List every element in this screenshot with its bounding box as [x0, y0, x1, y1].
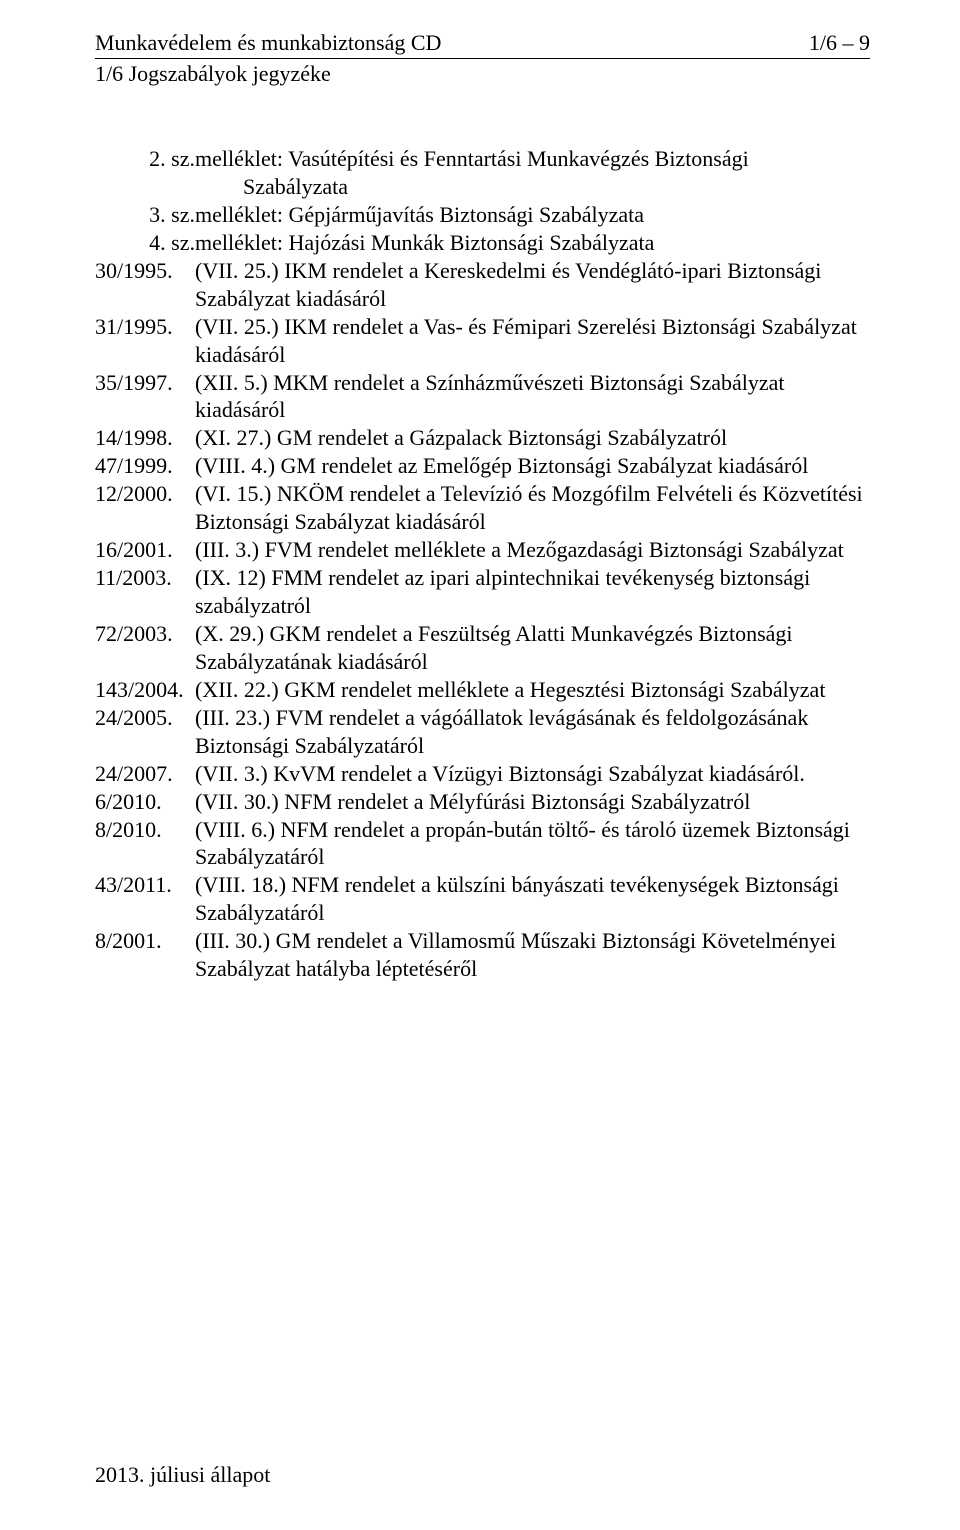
- entry-ref: 16/2001.: [95, 536, 195, 564]
- appendix-num: 2. sz.: [95, 145, 195, 201]
- entry-ref: 24/2007.: [95, 760, 195, 788]
- entry: 43/2011.(VIII. 18.) NFM rendelet a külsz…: [95, 871, 870, 927]
- entry-body: (III. 3.) FVM rendelet melléklete a Mező…: [195, 536, 870, 564]
- header-row: Munkavédelem és munkabiztonság CD 1/6 – …: [95, 30, 870, 59]
- entry: 24/2005.(III. 23.) FVM rendelet a vágóál…: [95, 704, 870, 760]
- appendix-line1: melléklet: Gépjárműjavítás Biztonsági Sz…: [195, 201, 870, 229]
- entry-ref: 72/2003.: [95, 620, 195, 676]
- entry-body: (XII. 5.) MKM rendelet a Színházművészet…: [195, 369, 870, 425]
- entry-ref: 143/2004.: [95, 676, 195, 704]
- entry-body: (VII. 3.) KvVM rendelet a Vízügyi Bizton…: [195, 760, 870, 788]
- entry: 35/1997.(XII. 5.) MKM rendelet a Színház…: [95, 369, 870, 425]
- entry: 16/2001.(III. 3.) FVM rendelet melléklet…: [95, 536, 870, 564]
- appendix-line1: melléklet: Hajózási Munkák Biztonsági Sz…: [195, 229, 870, 257]
- entry-body: (VIII. 6.) NFM rendelet a propán-bután t…: [195, 816, 870, 872]
- entry-ref: 11/2003.: [95, 564, 195, 620]
- entry-ref: 8/2010.: [95, 816, 195, 872]
- appendix-item: 4. sz. melléklet: Hajózási Munkák Bizton…: [95, 229, 870, 257]
- entry: 6/2010.(VII. 30.) NFM rendelet a Mélyfúr…: [95, 788, 870, 816]
- appendix-text: melléklet: Vasútépítési és Fenntartási M…: [195, 145, 870, 201]
- entry: 24/2007.(VII. 3.) KvVM rendelet a Vízügy…: [95, 760, 870, 788]
- entry-ref: 43/2011.: [95, 871, 195, 927]
- entry: 143/2004.(XII. 22.) GKM rendelet mellékl…: [95, 676, 870, 704]
- entry-ref: 12/2000.: [95, 480, 195, 536]
- entry-ref: 35/1997.: [95, 369, 195, 425]
- entry: 11/2003.(IX. 12) FMM rendelet az ipari a…: [95, 564, 870, 620]
- entry-body: (VII. 30.) NFM rendelet a Mélyfúrási Biz…: [195, 788, 870, 816]
- entry-body: (VIII. 4.) GM rendelet az Emelőgép Bizto…: [195, 452, 870, 480]
- entry: 8/2001.(III. 30.) GM rendelet a Villamos…: [95, 927, 870, 983]
- entry-body: (XI. 27.) GM rendelet a Gázpalack Bizton…: [195, 424, 870, 452]
- entry: 8/2010.(VIII. 6.) NFM rendelet a propán-…: [95, 816, 870, 872]
- header-left: Munkavédelem és munkabiztonság CD: [95, 30, 441, 56]
- entry: 14/1998.(XI. 27.) GM rendelet a Gázpalac…: [95, 424, 870, 452]
- entry-body: (IX. 12) FMM rendelet az ipari alpintech…: [195, 564, 870, 620]
- entry: 31/1995.(VII. 25.) IKM rendelet a Vas- é…: [95, 313, 870, 369]
- entry-ref: 14/1998.: [95, 424, 195, 452]
- appendix-text: melléklet: Hajózási Munkák Biztonsági Sz…: [195, 229, 870, 257]
- appendix-text: melléklet: Gépjárműjavítás Biztonsági Sz…: [195, 201, 870, 229]
- appendix-item: 3. sz. melléklet: Gépjárműjavítás Bizton…: [95, 201, 870, 229]
- entry-body: (VIII. 18.) NFM rendelet a külszíni bány…: [195, 871, 870, 927]
- entry: 30/1995.(VII. 25.) IKM rendelet a Keresk…: [95, 257, 870, 313]
- entry-ref: 24/2005.: [95, 704, 195, 760]
- header-right: 1/6 – 9: [809, 30, 870, 56]
- entry-ref: 6/2010.: [95, 788, 195, 816]
- header-sub: 1/6 Jogszabályok jegyzéke: [95, 61, 870, 87]
- entry-ref: 30/1995.: [95, 257, 195, 313]
- entry: 12/2000.(VI. 15.) NKÖM rendelet a Televí…: [95, 480, 870, 536]
- entry-body: (III. 30.) GM rendelet a Villamosmű Műsz…: [195, 927, 870, 983]
- entry-body: (III. 23.) FVM rendelet a vágóállatok le…: [195, 704, 870, 760]
- appendix-item: 2. sz. melléklet: Vasútépítési és Fennta…: [95, 145, 870, 201]
- entry-body: (VI. 15.) NKÖM rendelet a Televízió és M…: [195, 480, 870, 536]
- entry-ref: 8/2001.: [95, 927, 195, 983]
- entry-body: (VII. 25.) IKM rendelet a Vas- és Fémipa…: [195, 313, 870, 369]
- appendix-num: 3. sz.: [95, 201, 195, 229]
- appendix-line1: melléklet: Vasútépítési és Fenntartási M…: [195, 145, 870, 173]
- entry-body: (VII. 25.) IKM rendelet a Kereskedelmi é…: [195, 257, 870, 313]
- entry-body: (XII. 22.) GKM rendelet melléklete a Heg…: [195, 676, 870, 704]
- appendix-num: 4. sz.: [95, 229, 195, 257]
- entry-body: (X. 29.) GKM rendelet a Feszültség Alatt…: [195, 620, 870, 676]
- entry-ref: 47/1999.: [95, 452, 195, 480]
- entry: 72/2003.(X. 29.) GKM rendelet a Feszülts…: [95, 620, 870, 676]
- footer: 2013. júliusi állapot: [95, 1462, 270, 1488]
- entry: 47/1999.(VIII. 4.) GM rendelet az Emelőg…: [95, 452, 870, 480]
- appendix-line2: Szabályzata: [195, 173, 870, 201]
- entry-ref: 31/1995.: [95, 313, 195, 369]
- content: 2. sz. melléklet: Vasútépítési és Fennta…: [95, 145, 870, 983]
